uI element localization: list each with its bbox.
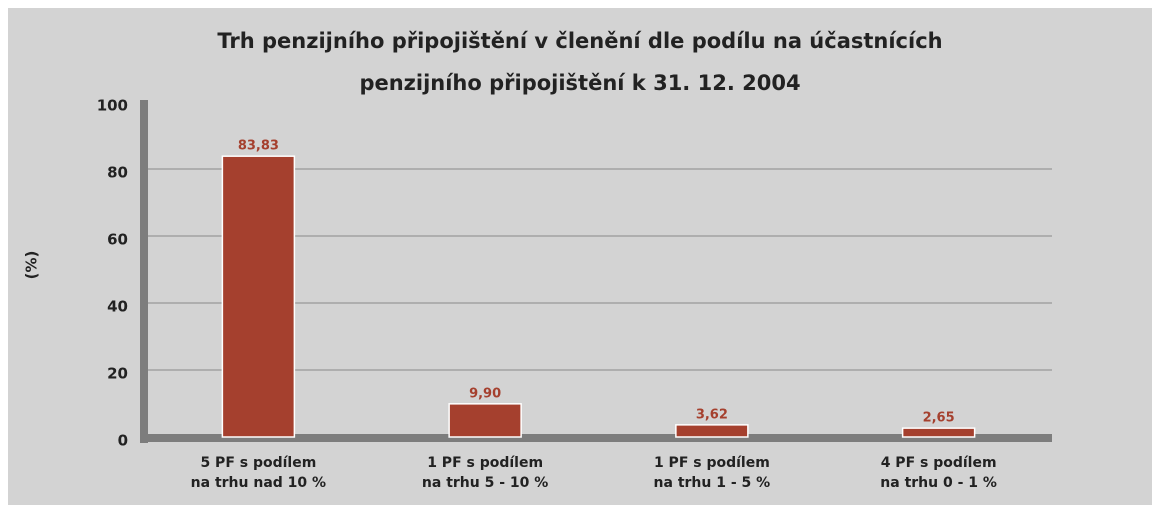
x-tick-label: 5 PF s podílem na trhu nad 10 % bbox=[190, 455, 327, 491]
data-label: 9,90 bbox=[469, 386, 501, 401]
background bbox=[8, 8, 1152, 505]
chart-title: Trh penzijního připojištění v členění dl… bbox=[217, 29, 943, 95]
x-tick-label: 1 PF s podílem na trhu 1 - 5 % bbox=[653, 455, 771, 491]
bar bbox=[221, 155, 296, 438]
bar bbox=[675, 424, 749, 438]
y-axis-label: (%) bbox=[23, 251, 41, 280]
x-tick-label: 4 PF s podílem na trhu 0 - 1 % bbox=[880, 455, 997, 491]
x-axis bbox=[140, 434, 1052, 442]
y-axis bbox=[140, 100, 148, 443]
bar bbox=[448, 403, 522, 438]
y-tick-label: 100 bbox=[97, 97, 128, 115]
data-label: 2,65 bbox=[923, 411, 955, 426]
y-tick-label: 60 bbox=[107, 231, 128, 249]
y-tick-label: 0 bbox=[118, 432, 128, 450]
data-label: 3,62 bbox=[696, 407, 728, 422]
y-tick-label: 40 bbox=[107, 298, 128, 316]
y-tick-label: 20 bbox=[107, 365, 128, 383]
bar bbox=[901, 427, 976, 438]
y-tick-label: 80 bbox=[107, 164, 128, 182]
data-label: 83,83 bbox=[238, 139, 279, 154]
x-tick-label: 1 PF s podílem na trhu 5 - 10 % bbox=[421, 455, 549, 491]
